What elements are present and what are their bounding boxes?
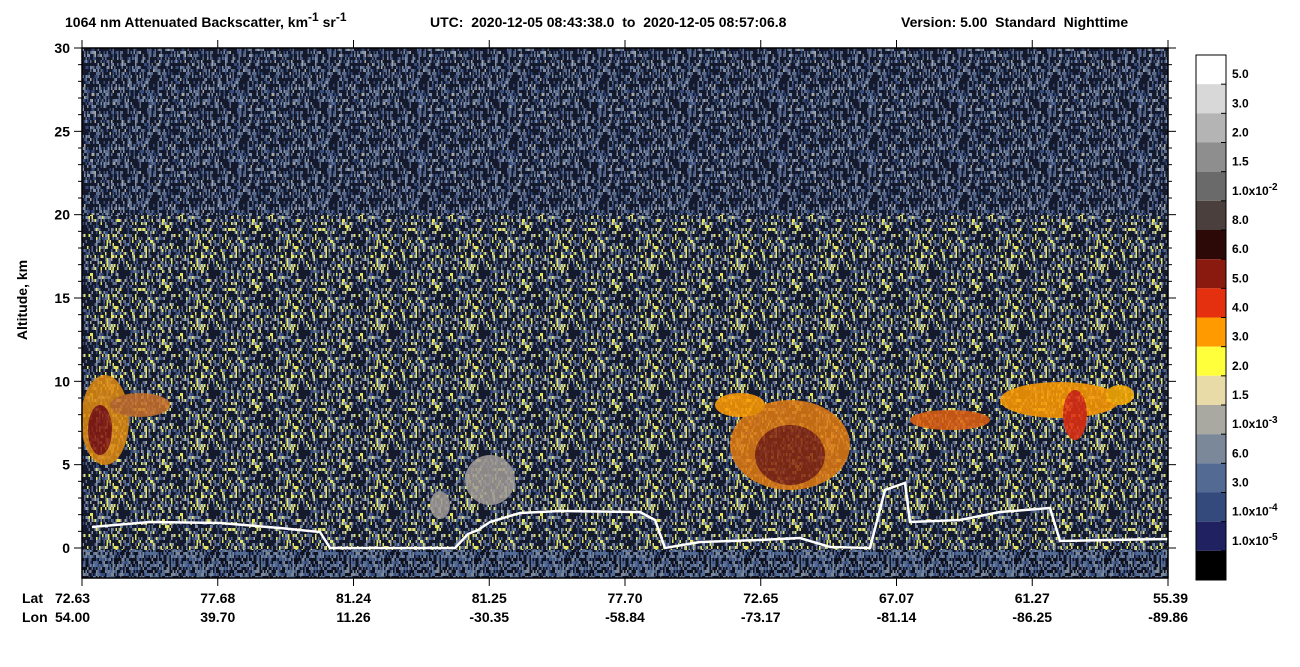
colorbar-label: 1.0x10-5 xyxy=(1232,532,1278,548)
x-tick-label: 72.63 xyxy=(55,590,90,606)
colorbar-label: 3.0 xyxy=(1232,476,1249,490)
cloud-features xyxy=(81,375,1134,519)
noise-lower xyxy=(82,215,1168,550)
colorbar-label-base: 1.0x10 xyxy=(1232,505,1269,519)
colorbar-swatch xyxy=(1196,200,1226,230)
x-tick-label: -73.17 xyxy=(741,609,781,625)
x-tick-label: 81.25 xyxy=(472,590,507,606)
y-tick-label: 0 xyxy=(62,540,70,556)
y-tick-label: 15 xyxy=(54,290,70,306)
colorbar-swatch xyxy=(1196,492,1226,522)
colorbar-label: 6.0 xyxy=(1232,242,1249,256)
x-row-name: Lon xyxy=(22,609,48,625)
x-tick-label: -58.84 xyxy=(605,609,645,625)
plot-area xyxy=(81,48,1169,578)
x-tick-label: 67.07 xyxy=(879,590,914,606)
colorbar-swatch xyxy=(1196,521,1226,551)
colorbar-swatch xyxy=(1196,550,1226,580)
colorbar-swatch xyxy=(1196,405,1226,435)
colorbar-swatch xyxy=(1196,375,1226,405)
colorbar-swatch xyxy=(1196,230,1226,260)
colorbar-swatch xyxy=(1196,113,1226,143)
colorbar-label: 8.0 xyxy=(1232,213,1249,227)
colorbar-swatch xyxy=(1196,346,1226,376)
version-label: Version: 5.00 Standard Nighttime xyxy=(901,14,1128,30)
x-tick-label: 77.68 xyxy=(200,590,235,606)
x-tick-label: -86.25 xyxy=(1012,609,1052,625)
x-tick-label: 77.70 xyxy=(607,590,642,606)
colorbar-label: 5.0 xyxy=(1232,271,1249,285)
colorbar-swatch xyxy=(1196,55,1226,85)
colorbar-label: 1.0x10-3 xyxy=(1232,415,1278,431)
y-tick-label: 25 xyxy=(54,123,70,139)
colorbar-label: 1.0x10-4 xyxy=(1232,503,1278,519)
colorbar-label: 3.0 xyxy=(1232,330,1249,344)
colorbar-swatch xyxy=(1196,259,1226,289)
colorbar-label-sup: -5 xyxy=(1269,532,1278,543)
x-tick-label: 81.24 xyxy=(336,590,371,606)
x-tick-label: -81.14 xyxy=(877,609,917,625)
x-tick-label: 39.70 xyxy=(200,609,235,625)
title-text: sr xyxy=(319,14,337,30)
y-tick-label: 20 xyxy=(54,207,70,223)
colorbar-label-sup: -3 xyxy=(1269,415,1278,426)
colorbar-label: 5.0 xyxy=(1232,67,1249,81)
colorbar-label: 1.5 xyxy=(1232,155,1249,169)
axes: 0 5 10 15 20 25 30 Lat 72.63 77.68 81.24 81.25 77.70… xyxy=(22,40,1188,625)
colorbar-swatch xyxy=(1196,171,1226,201)
x-row-name: Lat xyxy=(22,590,43,606)
colorbar-label-sup: -4 xyxy=(1269,503,1278,514)
colorbar-swatch xyxy=(1196,142,1226,172)
colorbar-swatch xyxy=(1196,317,1226,347)
colorbar-label-base: 1.0x10 xyxy=(1232,534,1269,548)
colorbar-swatch xyxy=(1196,463,1226,493)
colorbar-label-sup: -2 xyxy=(1269,182,1278,193)
noise-ground xyxy=(82,550,1168,578)
x-tick-label: 55.39 xyxy=(1153,590,1188,606)
x-tick-label: 72.65 xyxy=(743,590,778,606)
y-tick-label: 10 xyxy=(54,373,70,389)
x-tick-label: 61.27 xyxy=(1015,590,1050,606)
noise-upper xyxy=(82,48,1168,215)
colorbar: 5.03.02.01.51.0x10-28.06.05.04.03.02.01.… xyxy=(1195,54,1278,581)
chart-title: 1064 nm Attenuated Backscatter, km-1 sr-… xyxy=(65,10,347,30)
y-axis-label: Altitude, km xyxy=(14,260,30,340)
title-text: 1064 nm Attenuated Backscatter, km xyxy=(65,14,308,30)
title-sup: -1 xyxy=(308,10,319,24)
x-tick-label: 11.26 xyxy=(336,609,370,625)
colorbar-label: 3.0 xyxy=(1232,96,1249,110)
colorbar-label-base: 1.0x10 xyxy=(1232,417,1269,431)
x-tick-label: -89.86 xyxy=(1148,609,1188,625)
colorbar-label: 2.0 xyxy=(1232,126,1249,140)
surface-return xyxy=(91,481,1169,550)
y-tick-label: 5 xyxy=(62,457,70,473)
title-sup: -1 xyxy=(336,10,347,24)
colorbar-label: 1.5 xyxy=(1232,388,1249,402)
colorbar-swatch xyxy=(1196,84,1226,114)
colorbar-label: 2.0 xyxy=(1232,359,1249,373)
x-tick-label: 54.00 xyxy=(55,609,90,625)
x-tick-label: -30.35 xyxy=(469,609,509,625)
colorbar-label: 6.0 xyxy=(1232,446,1249,460)
colorbar-label: 1.0x10-2 xyxy=(1232,182,1278,198)
chart-subtitle: UTC: 2020-12-05 08:43:38.0 to 2020-12-05… xyxy=(430,14,787,30)
y-tick-label: 30 xyxy=(54,40,70,56)
colorbar-swatch xyxy=(1196,434,1226,464)
colorbar-swatch xyxy=(1196,288,1226,318)
colorbar-label: 4.0 xyxy=(1232,301,1249,315)
colorbar-label-base: 1.0x10 xyxy=(1232,184,1269,198)
